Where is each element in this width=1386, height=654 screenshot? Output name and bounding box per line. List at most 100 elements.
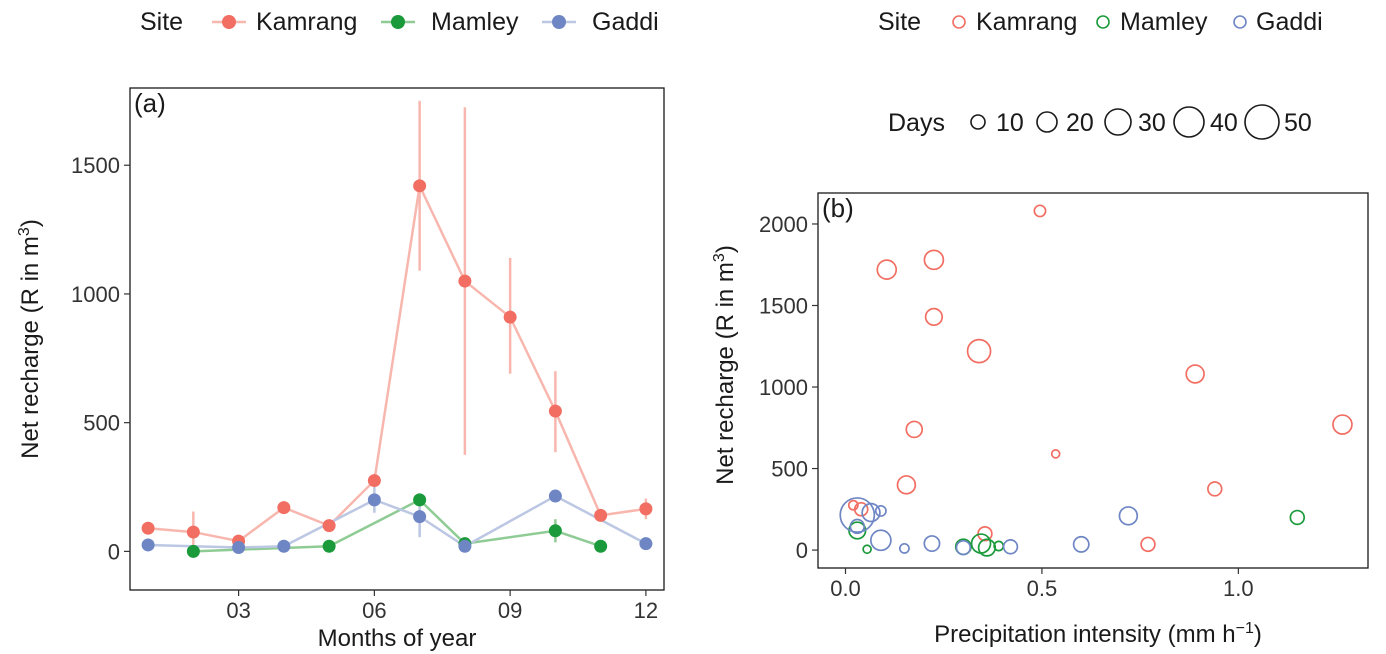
data-point-kamrang — [876, 259, 898, 280]
data-point-kamrang — [1207, 481, 1223, 497]
y-tick-label: 1000 — [759, 375, 808, 400]
legend-size-label-10: 10 — [996, 109, 1024, 137]
data-point-kamrang — [966, 338, 992, 364]
data-point-gaddi — [898, 542, 910, 554]
legend-a-label-kamrang: Kamrang — [256, 8, 357, 36]
data-point-kamrang — [322, 519, 336, 533]
data-point-mamley — [548, 524, 562, 538]
legend-size-key-30 — [1104, 108, 1132, 136]
data-point-kamrang — [1033, 204, 1047, 218]
data-point-kamrang — [548, 404, 562, 418]
y-tick-label: 1500 — [759, 294, 808, 319]
data-point-gaddi — [849, 518, 866, 535]
data-point-gaddi — [277, 539, 291, 553]
panel-b-ylabel-sup: 3 — [711, 253, 728, 262]
series-line-kamrang — [147, 181, 647, 543]
data-point-kamrang — [853, 501, 869, 517]
x-tick-label: 09 — [498, 598, 522, 623]
y-tick-label: 500 — [771, 457, 808, 482]
panel-a-ylabel-sup: 3 — [16, 227, 33, 236]
panel-a-label: (a) — [134, 88, 166, 118]
panel-b-ylabel-main: Net recharge (R in m — [712, 262, 739, 485]
data-point-gaddi — [1118, 506, 1139, 526]
panel-a-ylabel: Net recharge (R in m3) — [16, 219, 44, 459]
panel-b-xlabel-sup: −1 — [1236, 620, 1254, 637]
legend-b-key-kamrang — [952, 15, 966, 29]
y-tick-label: 2000 — [759, 212, 808, 237]
legend-b-label-kamrang: Kamrang — [976, 8, 1077, 36]
data-point-gaddi — [367, 493, 381, 507]
legend-size-key-40 — [1173, 106, 1205, 138]
data-point-gaddi — [413, 510, 427, 524]
data-point-mamley — [862, 544, 872, 555]
y-tick-label: 0 — [796, 538, 808, 563]
data-point-mamley — [977, 538, 997, 557]
data-point-mamley — [322, 539, 336, 553]
data-point-gaddi — [874, 504, 887, 517]
series-line-mamley — [193, 498, 602, 553]
legend-size-label-50: 50 — [1284, 109, 1312, 137]
data-point-kamrang — [413, 179, 427, 193]
data-point-kamrang — [1332, 414, 1353, 435]
y-tick-label: 1500 — [71, 153, 120, 178]
data-point-kamrang — [186, 525, 200, 539]
panel-b-plot-area — [839, 204, 1353, 557]
legend-a-key-gaddi — [552, 15, 566, 29]
data-point-gaddi — [232, 541, 246, 555]
data-point-mamley — [1289, 509, 1306, 526]
data-point-kamrang — [1140, 536, 1156, 553]
x-tick-label: 12 — [634, 598, 658, 623]
legend-size-key-10 — [970, 114, 986, 130]
series-line-gaddi — [148, 494, 647, 549]
legend-size-title: Days — [888, 109, 945, 137]
x-tick-label: 06 — [362, 598, 386, 623]
data-point-gaddi — [548, 489, 562, 503]
legend-b-label-mamley: Mamley — [1120, 8, 1208, 36]
data-point-gaddi — [861, 502, 881, 523]
panel-b-axes: 0.0 0.5 1.0 0 500 1000 1500 2000 — [759, 212, 1254, 601]
panel-b-xlabel: Precipitation intensity (mm h−1) — [934, 620, 1262, 648]
x-tick-label: 0.5 — [1027, 576, 1058, 601]
data-point-kamrang — [594, 508, 608, 522]
data-point-kamrang — [905, 420, 924, 439]
legend-b: Site Kamrang Mamley Gaddi — [878, 8, 1323, 36]
data-point-gaddi — [639, 537, 653, 551]
x-tick-label: 1.0 — [1223, 576, 1254, 601]
panel-a-axes: 03 06 09 12 0 500 1000 1500 — [71, 153, 658, 623]
panel-b-frame — [817, 192, 1369, 569]
legend-a-label-gaddi: Gaddi — [592, 8, 659, 36]
panel-a-frame — [129, 87, 665, 591]
legend-a-key-mamley — [391, 15, 405, 29]
data-point-mamley — [594, 539, 608, 553]
panel-b-xlabel-end: ) — [1254, 621, 1262, 648]
data-point-gaddi — [1072, 535, 1090, 553]
x-tick-label: 0.0 — [830, 576, 861, 601]
y-tick-label: 500 — [83, 411, 120, 436]
data-point-kamrang — [458, 274, 472, 288]
data-point-gaddi — [1002, 539, 1019, 555]
legend-size-label-20: 20 — [1066, 109, 1094, 137]
data-point-kamrang — [277, 501, 291, 515]
legend-b-key-mamley — [1096, 15, 1110, 29]
legend-a-label-mamley: Mamley — [431, 8, 519, 36]
data-point-kamrang — [367, 474, 381, 488]
panel-a-ylabel-end: ) — [17, 219, 44, 227]
legend-a: Site Kamrang Mamley Gaddi — [140, 8, 659, 36]
legend-a-key-kamrang — [222, 15, 236, 29]
legend-size: Days 10 20 30 40 50 — [888, 104, 1312, 140]
data-point-kamrang — [503, 310, 517, 324]
legend-size-key-50 — [1244, 104, 1280, 140]
data-point-kamrang — [141, 521, 155, 535]
data-point-mamley — [413, 493, 427, 507]
data-point-gaddi — [458, 539, 472, 553]
data-point-kamrang — [1185, 364, 1205, 384]
data-point-mamley — [186, 544, 200, 558]
y-tick-label: 1000 — [71, 282, 120, 307]
panel-a-plot-area — [141, 100, 653, 558]
legend-b-label-gaddi: Gaddi — [1256, 8, 1323, 36]
data-point-gaddi — [955, 539, 972, 556]
data-point-kamrang — [847, 499, 859, 511]
data-point-mamley — [970, 533, 992, 554]
